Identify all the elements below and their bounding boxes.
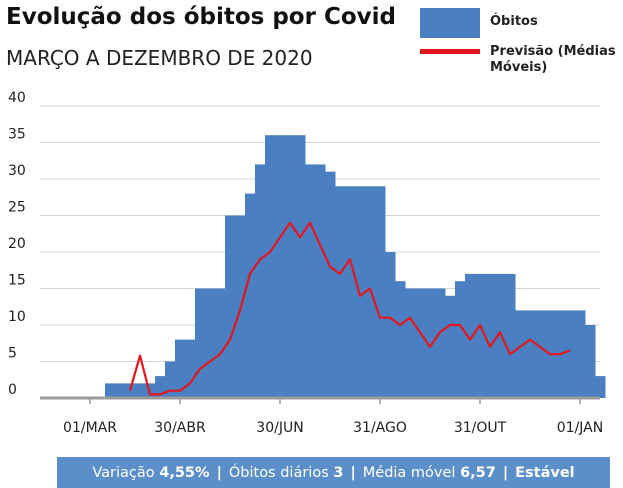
area-step [155,376,166,398]
area-step [475,273,486,398]
y-tick-label: 20 [8,236,26,252]
footer-label: Óbitos diários [228,464,329,481]
legend-swatch [420,8,480,38]
footer-separator: | [350,464,356,481]
y-tick-label: 10 [8,309,26,325]
area-step [225,215,236,398]
y-tick-label: 5 [8,346,17,362]
y-tick-label: 15 [8,273,26,289]
legend-label: Óbitos [490,14,538,29]
area-step [485,273,496,398]
area-step [265,135,276,398]
line [128,221,571,396]
area-step [145,383,156,398]
area-step [465,273,476,398]
chart-title: Evolução dos óbitos por Covid [6,4,396,30]
area-step [515,310,526,398]
area-step [585,325,596,398]
area-step [415,288,426,398]
area-step [275,135,286,398]
area-step [575,310,586,398]
area-step [165,361,176,398]
footer-label: Média móvel [362,464,456,481]
x-tick-label: 01/JAN [557,420,603,436]
area-step [375,186,386,398]
area-step [445,295,456,398]
area-step [195,288,206,398]
area-step [595,376,606,398]
y-tick-label: 35 [8,127,26,143]
area-step [185,339,196,398]
area-step [205,288,216,398]
area-step [105,383,116,398]
footer-separator: | [502,464,509,481]
area-step [315,164,326,398]
footer-status: Estável [515,464,575,481]
footer-value: 4,55% [159,464,210,481]
x-tick-label: 01/MAR [63,420,117,436]
area-step [325,171,336,398]
x-tick-label: 30/ABR [154,420,206,436]
x-tick-label: 31/AGO [353,420,407,436]
area-step [405,288,416,398]
chart-subtitle: MARÇO A DEZEMBRO DE 2020 [6,46,313,70]
area-step [295,135,306,398]
legend-item: Óbitos [420,8,538,38]
legend-item: Previsão (Médias Móveis) [420,44,623,76]
area-step [425,288,436,398]
area-step [175,339,186,398]
footer-bar: Variação 4,55% | Óbitos diários 3 | Média mó… [57,457,610,488]
area-step [565,310,576,398]
area-step [335,186,346,398]
y-tick-label: 40 [8,90,26,106]
area-step [495,273,506,398]
legend-swatch [420,49,480,54]
area-step [355,186,366,398]
area-step [535,310,546,398]
area-step [305,164,316,398]
footer-value: 6,57 [460,464,496,481]
footer-separator: | [216,464,222,481]
area-step [255,164,266,398]
area-step [135,383,146,398]
area-step [395,281,406,398]
area-step [245,193,256,398]
legend-label: Previsão (Médias Móveis) [490,44,616,75]
chart: 0 5 10 15 20 25 30 35 40 01/MAR 30/ABR 30/JUN 31/AGO… [8,90,606,436]
y-tick-label: 0 [8,382,17,398]
area-step [525,310,536,398]
x-tick-label: 30/JUN [256,420,303,436]
area-step [115,383,126,398]
area-step [215,288,226,398]
area-step [455,281,466,398]
area-step [285,135,296,398]
footer-label: Variação [92,464,155,481]
x-tick-label: 31/OUT [454,420,507,436]
y-tick-label: 30 [8,163,26,179]
area-step [345,186,356,398]
area-step [505,273,516,398]
y-tick-label: 25 [8,200,26,216]
area-step [435,288,446,398]
footer-value: 3 [333,464,344,481]
area-step [385,252,396,398]
